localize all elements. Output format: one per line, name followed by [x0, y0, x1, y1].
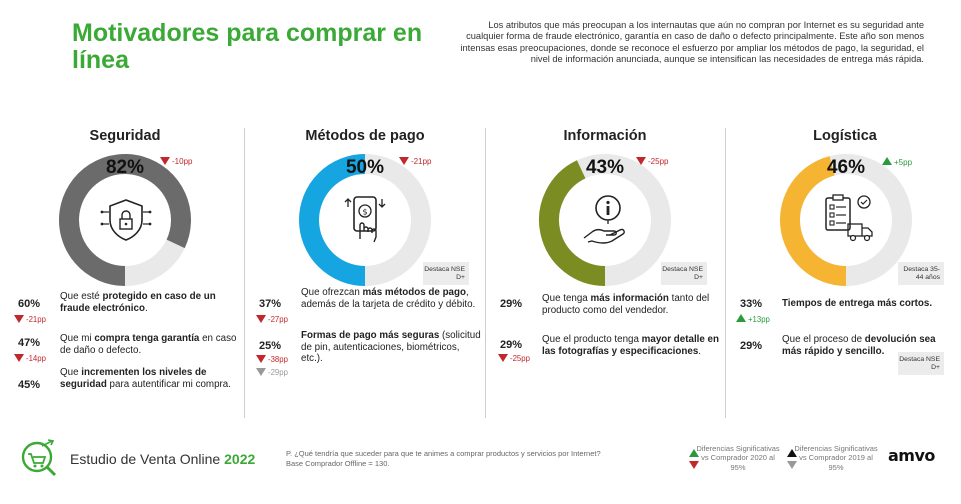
column-change: -25pp: [636, 157, 668, 166]
donut-svg: [59, 154, 191, 286]
column-divider: [725, 128, 726, 418]
destaca-badge: Destaca 35-44 años: [898, 262, 944, 285]
footnote: P. ¿Qué tendría que suceder para que te …: [286, 449, 678, 468]
change-value: +5pp: [894, 158, 913, 167]
item-change: -21pp: [14, 315, 46, 324]
delivery-checklist-icon: [820, 192, 876, 251]
intro-paragraph: Los atributos que más preocupan a los in…: [460, 20, 924, 65]
column-title: Logística: [813, 128, 877, 144]
footnote-base: Base Comprador Offline = 130.: [286, 458, 390, 468]
column-change: +5pp: [882, 157, 912, 167]
item-percent: 25%: [259, 340, 282, 352]
column-divider: [485, 128, 486, 418]
item-percent: 47%: [18, 337, 41, 349]
item-percent: 29%: [500, 298, 523, 310]
destaca-badge: Destaca NSE D+: [423, 262, 469, 285]
study-logo-icon: [18, 438, 60, 478]
down-arrow-icon: [636, 157, 646, 165]
donut-arc: [59, 154, 191, 286]
down-arrow-icon: [160, 157, 170, 165]
item-text: Que el producto tenga mayor detalle en l…: [542, 334, 719, 357]
column-title: Seguridad: [89, 128, 161, 144]
column-title: Información: [563, 128, 647, 144]
updown-arrows-icon: [786, 448, 798, 470]
destaca-badge: Destaca NSE D+: [661, 262, 707, 285]
down-arrow-icon: [399, 157, 409, 165]
change-value: -25pp: [648, 157, 669, 166]
change-value: -21pp: [411, 157, 432, 166]
item-change-value: -29pp: [268, 368, 288, 377]
svg-text:$: $: [363, 208, 368, 217]
column-percent: 82%: [105, 157, 145, 178]
item-percent: 45%: [18, 379, 41, 391]
info-hand-icon: [580, 192, 632, 251]
item-text: Que ofrezcan más métodos de pago, además…: [301, 287, 476, 310]
item-percent: 29%: [740, 340, 763, 352]
donut-svg: [299, 154, 431, 286]
item-text: Que esté protegido en caso de un fraude …: [60, 291, 216, 314]
item-change-value: -38pp: [268, 355, 288, 364]
item-text: Que mi compra tenga garantía en caso de …: [60, 333, 237, 356]
amvo-logo: amvo: [888, 446, 935, 465]
footnote-question: P. ¿Qué tendría que suceder para que te …: [286, 449, 601, 458]
item-text: Que tenga más información tanto del prod…: [542, 293, 710, 316]
down-arrow-icon: [14, 354, 24, 362]
up-arrow-icon: [882, 157, 892, 165]
change-value: -10pp: [172, 157, 193, 166]
updown-arrows-icon: [688, 448, 700, 470]
item-text: Que incrementen los niveles de seguridad…: [60, 367, 231, 390]
up-arrow-icon: [736, 314, 746, 322]
donut-arc: [299, 154, 366, 286]
item-change: -14pp: [14, 354, 46, 363]
item-change: -25pp: [498, 354, 530, 363]
study-label: Estudio de Venta Online 2022: [70, 451, 255, 467]
item-change: +13pp: [736, 314, 770, 324]
shield-lock-icon: [100, 194, 152, 251]
item-percent: 33%: [740, 298, 763, 310]
item-change-value: +13pp: [748, 315, 770, 324]
item-percent: 29%: [500, 339, 523, 351]
item-percent: 60%: [18, 298, 41, 310]
donut-svg: [539, 154, 671, 286]
mobile-payment-icon: $: [342, 193, 390, 250]
down-arrow-icon: [256, 315, 266, 323]
item-text: Formas de pago más seguras (solicitud de…: [301, 330, 481, 365]
item-change: -27pp: [256, 315, 288, 324]
study-name: Estudio de Venta Online: [70, 451, 221, 467]
item-change-value: -27pp: [268, 315, 288, 324]
donut-chart: [295, 150, 435, 290]
column-percent: 46%: [826, 157, 866, 178]
donut-arc: [780, 156, 847, 286]
donut-svg: [780, 154, 912, 286]
down-arrow-icon: [498, 354, 508, 362]
page-title: Motivadores para comprar en línea: [72, 19, 423, 74]
grey-down-arrow-icon: [256, 368, 266, 376]
item-percent: 37%: [259, 298, 282, 310]
column-change: -10pp: [160, 157, 192, 166]
item-text: Tiempos de entrega más cortos.: [782, 298, 933, 309]
legend-2020: Diferencias Significativas vs Comprador …: [696, 444, 780, 472]
donut-arc: [539, 160, 606, 286]
item-change-value: -14pp: [26, 354, 46, 363]
down-arrow-icon: [256, 355, 266, 363]
destaca-badge: Destaca NSE D+: [898, 352, 944, 375]
donut-chart: [776, 150, 916, 290]
legend-2019: Diferencias Significativas vs Comprador …: [794, 444, 878, 472]
item-change-value: -21pp: [26, 315, 46, 324]
item-change: -38pp: [256, 355, 288, 364]
column-title: Métodos de pago: [305, 128, 425, 144]
item-change-value: -25pp: [510, 354, 530, 363]
item-change-secondary: -29pp: [256, 368, 288, 377]
column-percent: 43%: [585, 157, 625, 178]
column-change: -21pp: [399, 157, 431, 166]
donut-chart: [55, 150, 195, 290]
down-arrow-icon: [14, 315, 24, 323]
column-percent: 50%: [345, 157, 385, 178]
item-text: Que el proceso de devolución sea más ráp…: [782, 334, 936, 357]
study-year: 2022: [224, 451, 256, 467]
column-divider: [244, 128, 245, 418]
donut-chart: [535, 150, 675, 290]
